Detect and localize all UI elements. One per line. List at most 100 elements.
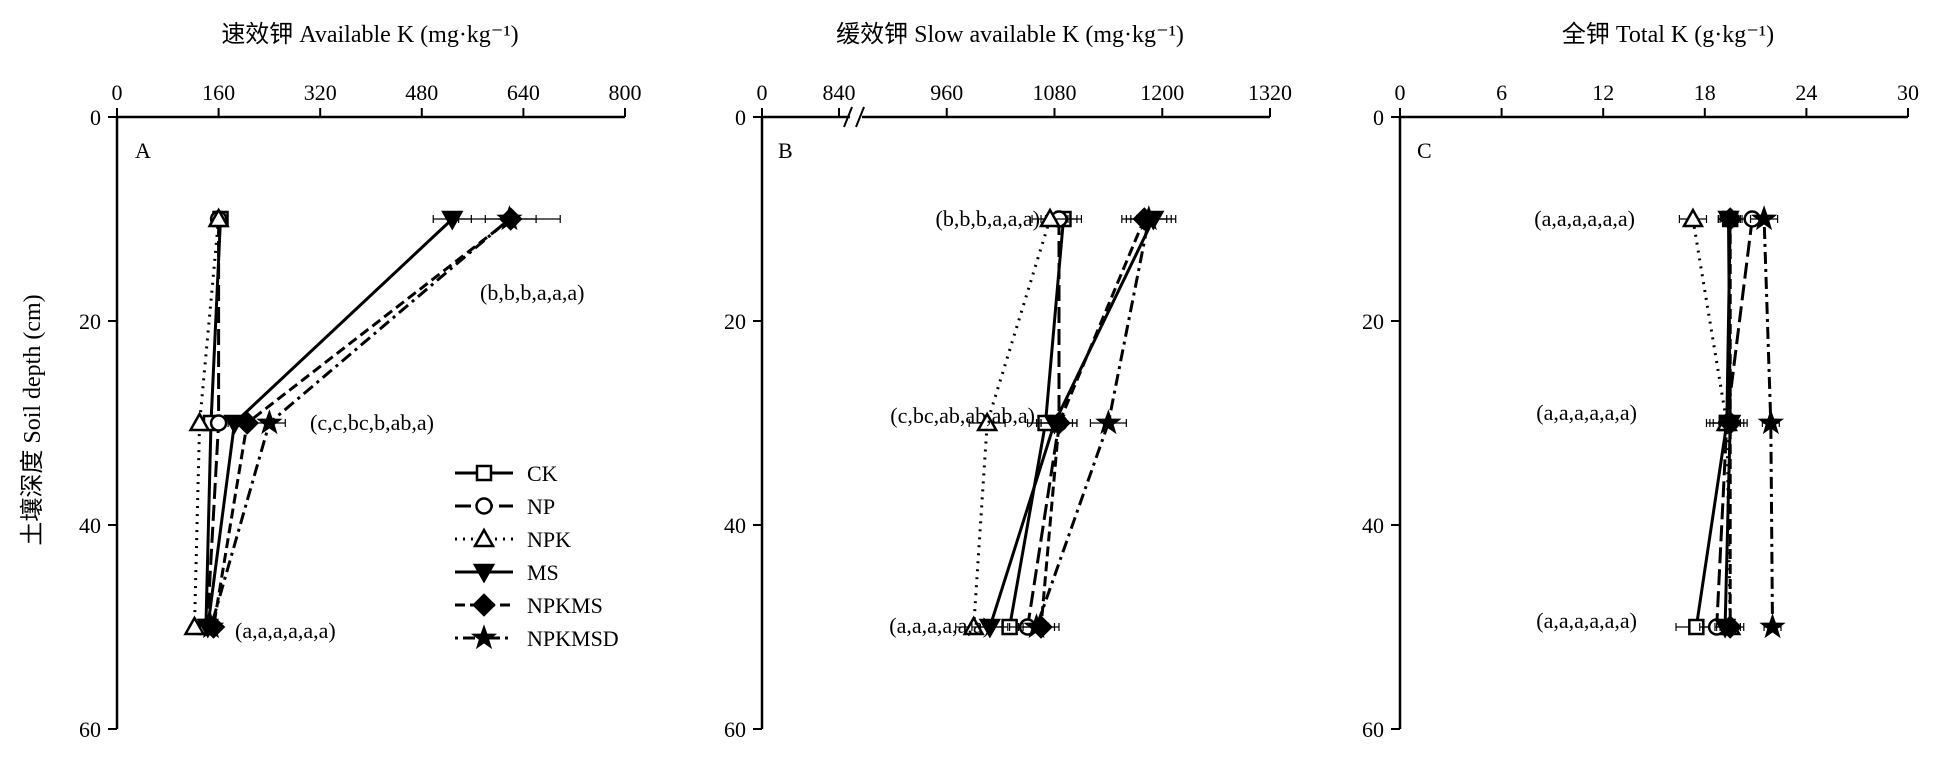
legend-item-ms: MS	[455, 560, 559, 585]
legend-label: NPKMSD	[527, 626, 619, 651]
x-tick-label: 0	[112, 80, 123, 105]
y-tick-label: 20	[1362, 309, 1384, 334]
data-point-npkmsd	[1759, 613, 1786, 639]
x-tick-label: 12	[1592, 80, 1614, 105]
significance-label: (a,a,a,a,a,a)	[1536, 608, 1637, 633]
y-tick-label: 60	[79, 717, 101, 742]
x-tick-label: 1200	[1140, 80, 1184, 105]
x-tick-label: 640	[507, 80, 540, 105]
data-point-np	[209, 414, 228, 432]
legend-item-ck: CK	[455, 461, 558, 486]
series-line-npkmsd	[1762, 218, 1774, 628]
x-tick-label: 30	[1897, 80, 1919, 105]
series-npkmsd	[1017, 205, 1172, 639]
legend-marker	[472, 563, 496, 584]
data-point-ms	[978, 618, 1001, 639]
panel-letter: C	[1417, 138, 1432, 163]
significance-label: (b,b,b,a,a,a)	[936, 206, 1040, 231]
series-line-npkmsd	[1035, 218, 1151, 628]
significance-label: (a,a,a,a,a,a)	[889, 613, 990, 638]
legend-label: NPK	[527, 527, 571, 552]
legend-item-npk: NPK	[455, 527, 571, 552]
significance-label: (c,bc,ab,ab,ab,a)	[890, 403, 1035, 428]
y-tick-label: 60	[1362, 717, 1384, 742]
panel-a: 速效钾 Available K (mg·kg⁻¹) 0 160 320 480 640 80…	[79, 21, 642, 742]
series-npkms	[1718, 207, 1742, 639]
legend-marker	[472, 527, 496, 548]
data-point-npkmsd	[197, 613, 225, 639]
data-point-npk	[207, 207, 230, 228]
x-tick-label: 1320	[1248, 80, 1292, 105]
x-tick-label: 18	[1694, 80, 1716, 105]
data-point-npk	[188, 411, 211, 432]
panel-title: 全钾 Total K (g·kg⁻¹)	[1562, 21, 1774, 48]
y-tick-label: 40	[1362, 513, 1384, 538]
data-point-npkms	[1718, 615, 1742, 639]
data-point-npkms	[1718, 411, 1742, 435]
data-point-npkmsd	[496, 205, 523, 231]
series-npkmsd	[1749, 205, 1786, 639]
y-tick-label: 60	[724, 717, 746, 742]
axis-break-mark	[843, 106, 853, 128]
data-point-npkmsd	[1095, 409, 1122, 435]
legend-item-np: NP	[455, 494, 555, 519]
y-tick-label: 40	[724, 513, 746, 538]
legend-marker	[470, 624, 498, 650]
x-tick-label: 0	[1395, 80, 1406, 105]
data-point-npk	[183, 615, 206, 636]
legend-item-npkmsd: NPKMSD	[455, 624, 619, 651]
significance-label: (a,a,a,a,a,a)	[235, 618, 336, 643]
x-tick-label: 24	[1795, 80, 1817, 105]
y-tick-label: 40	[79, 513, 101, 538]
x-tick-label: 840	[823, 80, 856, 105]
legend-marker	[472, 593, 496, 617]
data-point-npkmsd	[1135, 205, 1162, 231]
data-point-npkmsd	[1757, 409, 1785, 435]
x-tick-label: 320	[304, 80, 337, 105]
panel-c: 全钾 Total K (g·kg⁻¹) 0 6 12 18 24 30 0 20 40 60 C (a,…	[1362, 21, 1919, 742]
legend-label: MS	[527, 560, 559, 585]
legend-label: NPKMS	[527, 593, 603, 618]
axis-break-mark	[855, 106, 865, 128]
x-tick-label: 800	[609, 80, 642, 105]
x-tick-label: 480	[405, 80, 438, 105]
x-tick-label: 1080	[1033, 80, 1077, 105]
y-axis-title: 土壤深度 Soil depth (cm)	[19, 294, 46, 545]
series-npk	[183, 207, 230, 636]
data-point-npk	[962, 615, 985, 636]
data-point-npkms	[1718, 207, 1742, 231]
series-npk	[955, 207, 1069, 636]
panel-letter: A	[135, 138, 151, 163]
x-tick-label: 0	[757, 80, 768, 105]
x-tick-label: 960	[930, 80, 963, 105]
panel-letter: B	[778, 138, 793, 163]
data-point-npkms	[1047, 411, 1071, 435]
legend-marker	[475, 497, 493, 515]
legend-label: CK	[527, 461, 558, 486]
significance-label: (a,a,a,a,a,a)	[1536, 400, 1637, 425]
x-tick-label: 6	[1496, 80, 1507, 105]
data-point-npk	[1038, 207, 1062, 228]
significance-label: (c,c,bc,b,ab,a)	[310, 410, 434, 435]
legend-label: NP	[527, 494, 555, 519]
legend-item-npkms: NPKMS	[455, 593, 603, 618]
data-point-npkmsd	[256, 409, 283, 435]
panel-title: 缓效钾 Slow available K (mg·kg⁻¹)	[836, 21, 1184, 48]
data-point-npkmsd	[1750, 205, 1778, 231]
data-point-ms	[441, 210, 464, 231]
y-tick-label: 0	[1373, 105, 1384, 130]
data-point-npkmsd	[1023, 613, 1050, 639]
panel-title: 速效钾 Available K (mg·kg⁻¹)	[221, 21, 518, 48]
significance-label: (a,a,a,a,a,a)	[1534, 206, 1635, 231]
y-tick-label: 20	[724, 309, 746, 334]
y-tick-label: 0	[735, 105, 746, 130]
y-tick-label: 20	[79, 309, 101, 334]
panel-b: 缓效钾 Slow available K (mg·kg⁻¹) 0 840 960 108…	[724, 21, 1292, 742]
significance-label: (b,b,b,a,a,a)	[480, 280, 584, 305]
series-npkmsd	[197, 205, 561, 639]
legend-marker	[475, 464, 493, 482]
x-tick-label: 160	[202, 80, 235, 105]
y-tick-label: 0	[90, 105, 101, 130]
